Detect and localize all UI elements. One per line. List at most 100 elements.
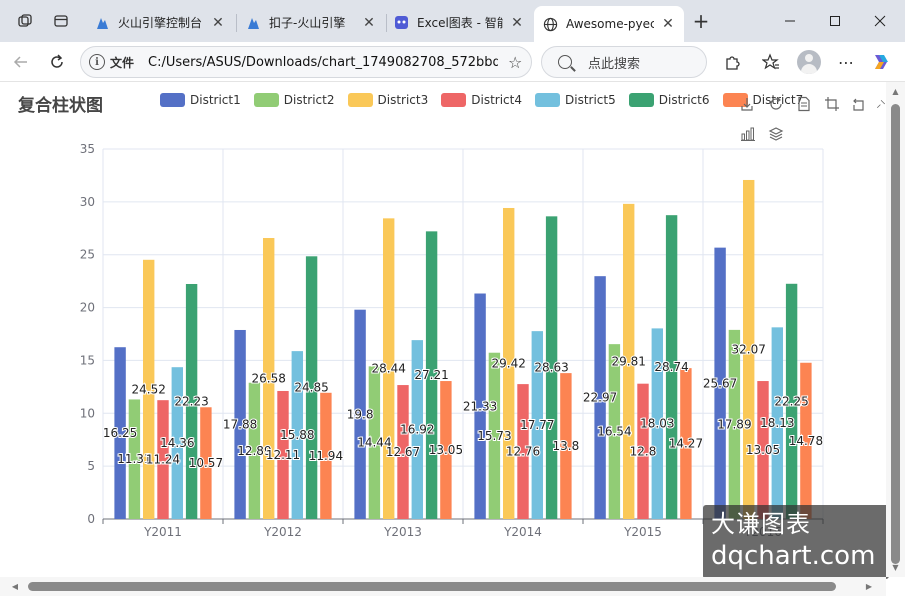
close-window-button[interactable]: [858, 6, 902, 36]
bar-district4: [397, 385, 409, 519]
save-image-icon[interactable]: [738, 95, 756, 113]
y-tick-label: 30: [80, 195, 95, 209]
scroll-up-icon[interactable]: ▲: [892, 86, 899, 96]
workspaces-icon[interactable]: [14, 10, 36, 32]
more-icon[interactable]: ⋯: [838, 52, 854, 72]
data-label: 12.8: [630, 444, 657, 458]
tab-awesome-pyecharts[interactable]: Awesome-pyech ✕: [534, 6, 684, 42]
legend-item-district3[interactable]: District3: [347, 93, 428, 107]
bar-district3: [143, 259, 155, 519]
legend-swatch: [347, 93, 373, 107]
favorite-star-icon[interactable]: ☆: [508, 52, 523, 72]
search-placeholder: 点此搜索: [588, 56, 641, 72]
bar-district1: [114, 347, 126, 519]
close-icon[interactable]: ✕: [363, 14, 375, 31]
data-label: 16.92: [400, 423, 434, 437]
legend-item-district4[interactable]: District4: [441, 93, 522, 107]
close-icon[interactable]: ✕: [511, 14, 523, 31]
legend-swatch: [160, 93, 185, 107]
volcano-icon: [245, 15, 261, 31]
brush-icon[interactable]: [876, 95, 886, 113]
new-tab-button[interactable]: +: [692, 9, 710, 33]
legend-item-district6[interactable]: District6: [628, 93, 710, 107]
browser-toolbar: i 文件 C:/Users/ASUS/Downloads/chart_17490…: [0, 42, 905, 82]
data-label: 18.13: [760, 416, 794, 430]
legend-label: District4: [471, 93, 522, 107]
data-label: 29.81: [612, 354, 646, 368]
horizontal-scroll-thumb[interactable]: [28, 582, 836, 591]
globe-icon: [542, 16, 558, 32]
search-icon: [558, 55, 572, 69]
tab-label: 扣子-火山引擎: [269, 16, 346, 30]
data-label: 16.54: [597, 425, 631, 439]
vertical-scrollbar[interactable]: ▲ ▼: [886, 82, 905, 577]
bar-district2: [128, 399, 141, 519]
data-label: 14.44: [357, 436, 391, 450]
bar-district5: [771, 327, 783, 519]
tab-actions-icon[interactable]: [50, 10, 72, 32]
horizontal-scrollbar[interactable]: ◀ ▶: [0, 577, 886, 596]
bot-icon: [393, 15, 409, 31]
extensions-icon[interactable]: [720, 50, 744, 74]
back-button[interactable]: [8, 49, 34, 75]
bar-district6: [665, 215, 678, 520]
bar-district3: [743, 179, 755, 519]
scroll-right-icon[interactable]: ▶: [865, 582, 873, 591]
data-label: 27.21: [414, 368, 448, 382]
data-label: 11.31: [117, 452, 151, 466]
close-icon[interactable]: ✕: [212, 14, 224, 31]
legend-item-district2[interactable]: District2: [253, 93, 335, 107]
tab-volcano-console[interactable]: 火山引擎控制台 ✕: [86, 6, 234, 39]
data-label: 12.11: [266, 448, 300, 462]
copilot-icon[interactable]: [869, 50, 893, 74]
refresh-button[interactable]: [44, 49, 70, 75]
info-icon[interactable]: i: [89, 54, 105, 70]
tab-label: Excel图表 - 智能图: [417, 16, 503, 30]
bar-district4: [277, 390, 289, 519]
chart-legend: District1 District2 District3 District4 Dist…: [160, 93, 816, 107]
search-input[interactable]: 点此搜索: [541, 46, 707, 78]
bar-district4: [757, 381, 769, 519]
profile-avatar[interactable]: [797, 50, 821, 74]
vertical-scroll-thumb[interactable]: [891, 104, 900, 564]
bar-district6: [185, 283, 198, 519]
stack-switch-icon[interactable]: [767, 125, 785, 143]
bar-district7: [800, 362, 812, 519]
legend-item-district1[interactable]: District1: [160, 93, 241, 107]
tab-coze[interactable]: 扣子-火山引擎 ✕: [237, 6, 385, 39]
y-tick-label: 25: [80, 248, 95, 262]
zoom-icon[interactable]: [823, 95, 841, 113]
tab-label: Awesome-pyech: [566, 17, 654, 31]
bar-district5: [651, 328, 663, 519]
url-prefix: 文件: [110, 55, 135, 70]
close-icon[interactable]: ✕: [662, 16, 674, 32]
scroll-left-icon[interactable]: ◀: [11, 582, 19, 591]
legend-item-district7[interactable]: District7: [722, 93, 803, 107]
scroll-down-icon[interactable]: ▼: [892, 562, 899, 572]
address-bar[interactable]: i 文件 C:/Users/ASUS/Downloads/chart_17490…: [80, 46, 532, 78]
bar-district7: [680, 368, 692, 519]
bar-district5: [291, 351, 303, 519]
zoom-reset-icon[interactable]: [851, 95, 869, 113]
data-label: 12.76: [506, 445, 540, 459]
legend-item-district5[interactable]: District5: [535, 93, 616, 107]
chart-title: 复合柱状图: [18, 96, 103, 116]
minimize-button[interactable]: [768, 6, 812, 36]
bar-chart-switch-icon[interactable]: [739, 125, 757, 143]
url-text[interactable]: C:/Users/ASUS/Downloads/chart_1749082708…: [148, 54, 499, 70]
legend-swatch: [628, 93, 654, 107]
bar-district2: [608, 344, 621, 519]
maximize-button[interactable]: [813, 6, 857, 36]
data-label: 16.25: [103, 426, 137, 440]
y-tick-label: 35: [80, 142, 95, 156]
restore-icon[interactable]: [767, 95, 785, 113]
data-label: 22.25: [774, 394, 808, 408]
data-label: 14.27: [669, 437, 703, 451]
watermark-url: dqchart.com: [711, 541, 876, 571]
tab-separator: [236, 14, 237, 32]
data-label: 22.23: [174, 394, 208, 408]
bar-district4: [637, 383, 649, 519]
favorites-icon[interactable]: [759, 50, 783, 74]
data-view-icon[interactable]: [795, 95, 813, 113]
tab-excel-chart[interactable]: Excel图表 - 智能图 ✕: [385, 6, 533, 39]
